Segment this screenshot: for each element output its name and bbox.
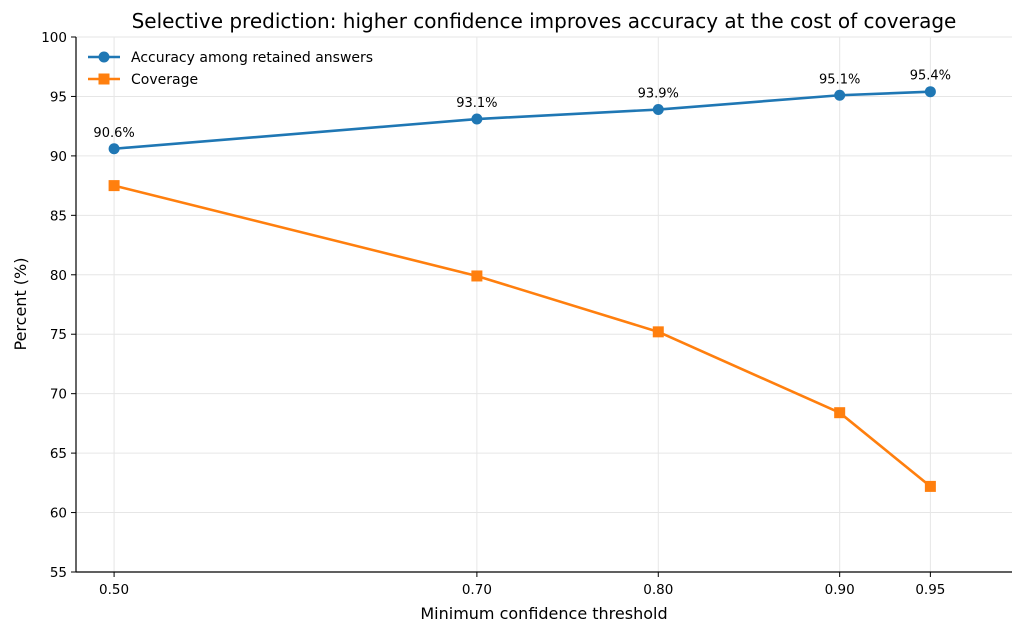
data-label: 93.9% bbox=[638, 87, 679, 102]
chart-title: Selective prediction: higher confidence … bbox=[132, 9, 957, 33]
data-labels: 90.6% 93.1% 93.9% 95.1% 95.4% bbox=[93, 69, 951, 141]
y-tick-label: 95 bbox=[50, 89, 67, 105]
series-0-point bbox=[834, 89, 846, 101]
y-tick-label: 90 bbox=[50, 149, 67, 165]
series-1-point bbox=[108, 180, 120, 192]
x-tick-label: 0.90 bbox=[825, 582, 855, 598]
series-1-point bbox=[834, 407, 846, 419]
legend-label: Coverage bbox=[131, 72, 198, 88]
y-axis-label: Percent (%) bbox=[11, 258, 30, 351]
legend: Accuracy among retained answers Coverage bbox=[88, 50, 373, 88]
data-label: 95.1% bbox=[819, 72, 860, 87]
legend-label: Accuracy among retained answers bbox=[131, 50, 373, 66]
x-tick-label: 0.70 bbox=[462, 582, 492, 598]
x-tick-label: 0.95 bbox=[915, 582, 945, 598]
y-tick-label: 55 bbox=[50, 565, 67, 581]
series-0-point bbox=[924, 86, 936, 98]
series-1-point bbox=[471, 270, 483, 282]
y-tick-label: 70 bbox=[50, 387, 67, 403]
y-tick-label: 85 bbox=[50, 208, 67, 224]
x-tick-label: 0.50 bbox=[99, 582, 129, 598]
y-tick-label: 60 bbox=[50, 506, 67, 522]
series-0-point bbox=[108, 143, 120, 155]
y-tick-label: 75 bbox=[50, 327, 67, 343]
y-tick-label: 65 bbox=[50, 446, 67, 462]
x-axis-label: Minimum confidence threshold bbox=[420, 604, 667, 623]
series-line-0 bbox=[113, 90, 931, 151]
data-label: 93.1% bbox=[456, 96, 497, 111]
data-label: 90.6% bbox=[93, 126, 134, 141]
y-tick-label: 100 bbox=[41, 30, 67, 46]
legend-swatch-marker bbox=[98, 73, 110, 85]
legend-swatch-marker bbox=[98, 51, 110, 63]
series-1-point bbox=[652, 326, 664, 338]
data-label: 95.4% bbox=[910, 69, 951, 84]
series-0-point bbox=[471, 113, 483, 125]
series bbox=[108, 86, 936, 492]
axes: 55 60 65 70 75 80 85 90 95 100 0.50 0.70 0.80 0.90 0.9… bbox=[41, 30, 1012, 598]
series-0-point bbox=[652, 104, 664, 116]
series-1-point bbox=[924, 480, 936, 492]
series-line-1 bbox=[113, 184, 932, 488]
x-tick-label: 0.80 bbox=[643, 582, 673, 598]
y-tick-label: 80 bbox=[50, 268, 67, 284]
grid bbox=[76, 36, 1012, 573]
